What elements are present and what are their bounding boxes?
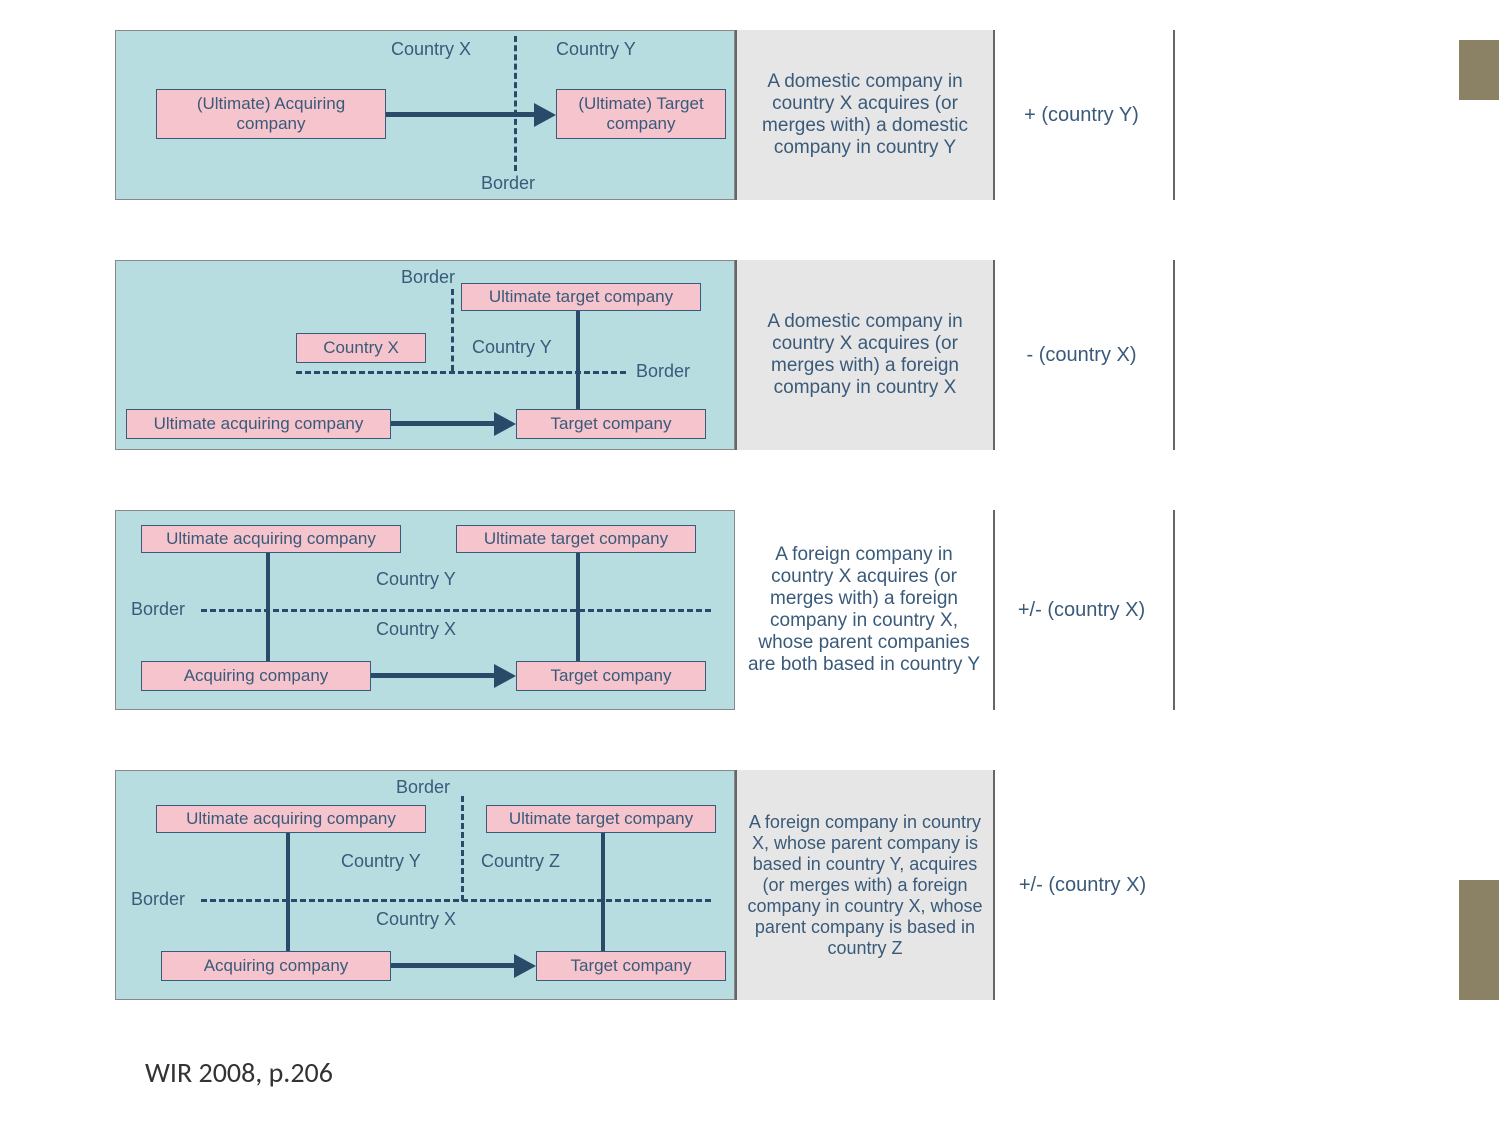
diagram-1: Country X Country Y Border (Ultimate) Ac… (115, 30, 735, 200)
connector-line (266, 553, 270, 661)
box-text: Ultimate acquiring company (154, 414, 364, 434)
border-left-label: Border (131, 889, 185, 910)
ultimate-acquiring-box: Ultimate acquiring company (156, 805, 426, 833)
target-company-box: Target company (536, 951, 726, 981)
box-text: Acquiring company (184, 666, 329, 686)
border-h-line (201, 899, 711, 902)
sign-text: +/- (country X) (1019, 874, 1146, 897)
target-company-box: Target company (516, 661, 706, 691)
country-x-box: Country X (296, 333, 426, 363)
country-y-label: Country Y (376, 569, 456, 590)
box-text: Acquiring company (204, 956, 349, 976)
arrow (371, 673, 496, 678)
connector-line (601, 833, 605, 951)
ultimate-acquiring-box: Ultimate acquiring company (141, 525, 401, 553)
ultimate-acquiring-box: Ultimate acquiring company (126, 409, 391, 439)
description-2: A domestic company in country X acquires… (735, 260, 995, 450)
border-line (514, 36, 517, 171)
border-label: Border (481, 173, 535, 194)
box-text: Ultimate acquiring company (186, 809, 396, 829)
sign-text: - (country X) (1026, 344, 1136, 367)
side-strip (1459, 40, 1499, 100)
connector-line (286, 833, 290, 951)
slide: Country X Country Y Border (Ultimate) Ac… (0, 0, 1499, 1124)
arrow-head-icon (494, 412, 516, 436)
country-x-label: Country X (376, 619, 456, 640)
border-v-line (451, 289, 454, 371)
border-h-line (201, 609, 711, 612)
arrow-head-icon (494, 664, 516, 688)
ultimate-target-box: Ultimate target company (486, 805, 716, 833)
border-v-line (461, 796, 464, 901)
diagram-3: Ultimate acquiring company Ultimate targ… (115, 510, 735, 710)
box-text: Target company (571, 956, 692, 976)
country-z-label: Country Z (481, 851, 560, 872)
description-4: A foreign company in country X, whose pa… (735, 770, 995, 1000)
arrow-head-icon (514, 954, 536, 978)
box-text: Ultimate acquiring company (166, 529, 376, 549)
description-text: A foreign company in country X acquires … (745, 544, 983, 676)
acquiring-company-box: Acquiring company (161, 951, 391, 981)
description-3: A foreign company in country X acquires … (735, 510, 995, 710)
side-strip (1459, 880, 1499, 1000)
arrow (386, 112, 536, 117)
sign-text: + (country Y) (1024, 104, 1139, 127)
sign-1: + (country Y) (1010, 30, 1175, 200)
arrow (391, 963, 516, 968)
citation-text: WIR 2008, p.206 (145, 1055, 333, 1090)
arrow (391, 421, 496, 426)
acquiring-company-box: (Ultimate) Acquiring company (156, 89, 386, 139)
border-top-label: Border (396, 777, 450, 798)
target-company-box: Target company (516, 409, 706, 439)
box-text: (Ultimate) Target company (565, 94, 717, 134)
diagram-2: Border Ultimate target company Country X… (115, 260, 735, 450)
connector-line (576, 553, 580, 661)
country-x-label: Country X (391, 39, 471, 60)
arrow-head-icon (534, 103, 556, 127)
ultimate-target-box: Ultimate target company (461, 283, 701, 311)
border-top-label: Border (401, 267, 455, 288)
box-text: Ultimate target company (489, 287, 673, 307)
country-x-label: Country X (376, 909, 456, 930)
box-text: Country X (323, 338, 399, 358)
box-text: Ultimate target company (509, 809, 693, 829)
sign-3: +/- (country X) (1010, 510, 1175, 710)
box-text: Target company (551, 666, 672, 686)
country-y-label: Country Y (341, 851, 421, 872)
box-text: Target company (551, 414, 672, 434)
box-text: (Ultimate) Acquiring company (165, 94, 377, 134)
border-right-label: Border (636, 361, 690, 382)
border-label: Border (131, 599, 185, 620)
country-y-label: Country Y (472, 337, 552, 358)
ultimate-target-box: Ultimate target company (456, 525, 696, 553)
description-text: A domestic company in country X acquires… (747, 311, 983, 399)
target-company-box: (Ultimate) Target company (556, 89, 726, 139)
acquiring-company-box: Acquiring company (141, 661, 371, 691)
diagram-4: Border Ultimate acquiring company Ultima… (115, 770, 735, 1000)
sign-2: - (country X) (1010, 260, 1175, 450)
description-1: A domestic company in country X acquires… (735, 30, 995, 200)
connector-line (576, 311, 580, 411)
description-text: A foreign company in country X, whose pa… (747, 812, 983, 959)
sign-text: +/- (country X) (1018, 599, 1145, 622)
sign-4: +/- (country X) (1010, 770, 1175, 1000)
description-text: A domestic company in country X acquires… (747, 71, 983, 159)
box-text: Ultimate target company (484, 529, 668, 549)
country-y-label: Country Y (556, 39, 636, 60)
